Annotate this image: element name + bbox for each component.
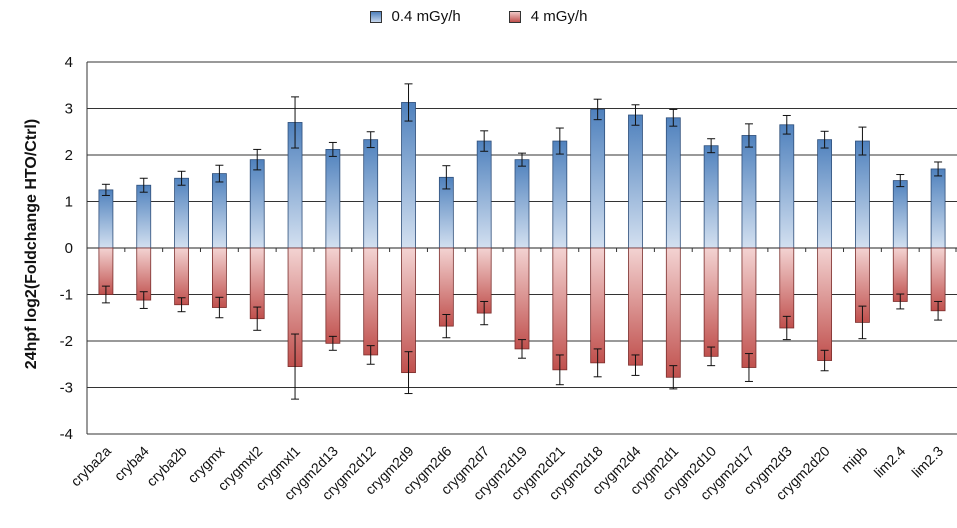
bar-low-dose-crygm2d12: [363, 139, 379, 249]
bar-low-dose-crygm2d1: [665, 117, 681, 249]
y-tick-label: -1: [60, 287, 73, 304]
y-tick-label: -3: [60, 380, 73, 397]
legend-item-series-2: 4 mGy/h: [508, 8, 588, 25]
legend-label-series-1: 0.4 mGy/h: [391, 8, 461, 25]
x-tick-label: lim2.3: [908, 443, 946, 481]
y-tick-label: 3: [65, 101, 73, 118]
bar-high-dose-crygm2d12: [363, 247, 379, 356]
bar-high-dose-crygm2d4: [628, 247, 643, 366]
bar-high-dose-crygm2d18: [590, 247, 606, 364]
bar-low-dose-lim2.3: [930, 168, 946, 249]
y-tick-label: 1: [65, 194, 73, 211]
legend-swatch-series-1: [369, 10, 382, 23]
bar-low-dose-crygmxl2: [249, 159, 265, 249]
bar-high-dose-crygm2d1: [665, 247, 681, 378]
x-tick-label: cryba2b: [143, 443, 190, 490]
bar-low-dose-crygm2d20: [817, 139, 833, 249]
bar-high-dose-cryba2b: [174, 247, 189, 306]
tick-labels: 43210-1-2-3-4cryba2acryba4cryba2bcrygmxc…: [60, 54, 947, 503]
y-tick-label: 0: [65, 240, 73, 257]
x-tick-label: cryba2a: [67, 443, 114, 490]
bar-low-dose-crygmx: [211, 173, 227, 249]
y-tick-label: -2: [60, 333, 73, 350]
y-tick-label: 2: [65, 147, 73, 164]
bar-low-dose-crygm2d13: [325, 149, 341, 249]
bar-low-dose-cryba4: [136, 184, 152, 249]
bar-low-dose-crygm2d4: [628, 114, 643, 249]
bar-high-dose-crygm2d13: [325, 247, 341, 344]
legend-item-series-1: 0.4 mGy/h: [369, 8, 461, 25]
bars: [98, 83, 946, 400]
legend: 0.4 mGy/h 4 mGy/h: [0, 8, 957, 25]
bar-low-dose-crygm2d18: [590, 109, 606, 249]
y-tick-label: 4: [65, 54, 73, 71]
bar-high-dose-crygm2d10: [703, 247, 719, 357]
bar-low-dose-mipb: [855, 140, 870, 249]
x-tick-label: lim2.4: [871, 443, 909, 481]
bar-low-dose-lim2.4: [892, 180, 908, 249]
bar-low-dose-crygm2d17: [741, 135, 757, 249]
bar-high-dose-crygm2d20: [817, 247, 833, 361]
y-tick-label: -4: [60, 426, 73, 443]
bar-low-dose-crygm2d7: [476, 140, 492, 249]
legend-label-series-2: 4 mGy/h: [530, 8, 588, 25]
legend-swatch-series-2: [508, 10, 521, 23]
bar-high-dose-crygm2d19: [514, 247, 530, 350]
x-tick-label: mipb: [838, 443, 871, 476]
bar-low-dose-cryba2b: [174, 177, 189, 249]
bar-high-dose-crygm2d17: [741, 247, 757, 368]
bar-low-dose-crygm2d3: [779, 124, 795, 249]
bar-low-dose-crygm2d10: [703, 145, 719, 249]
bar-low-dose-crygm2d21: [552, 140, 568, 249]
bar-low-dose-crygm2d9: [401, 102, 416, 249]
bar-high-dose-lim2.4: [892, 247, 908, 302]
bar-high-dose-crygm2d21: [552, 247, 568, 371]
bar-low-dose-cryba2a: [98, 189, 114, 249]
bar-low-dose-crygm2d19: [514, 159, 530, 249]
